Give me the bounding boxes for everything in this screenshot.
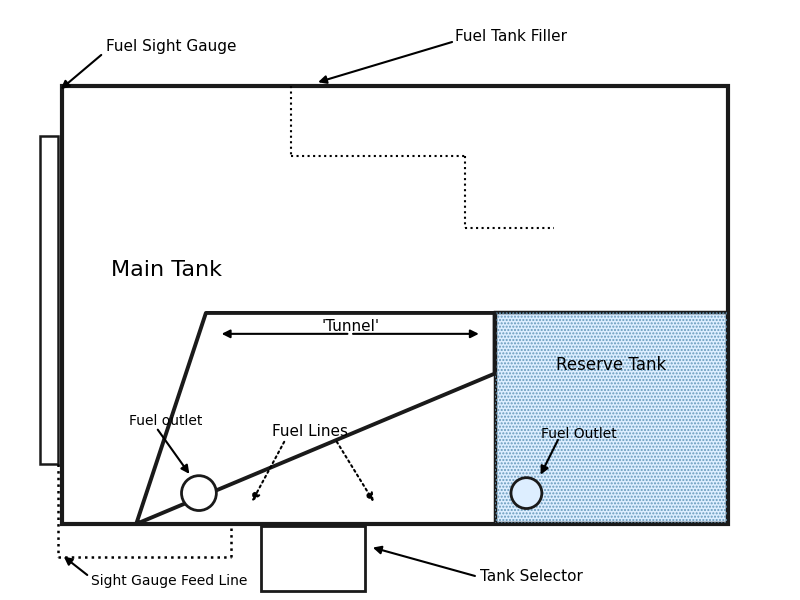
Text: Main Tank: Main Tank (111, 260, 222, 280)
Text: Fuel Sight Gauge: Fuel Sight Gauge (106, 38, 237, 53)
Text: Reserve Tank: Reserve Tank (556, 356, 666, 374)
Bar (494, 312, 727, 523)
Text: Sight Gauge Feed Line: Sight Gauge Feed Line (91, 574, 248, 587)
Text: Fuel Lines: Fuel Lines (273, 424, 349, 439)
Circle shape (182, 476, 216, 511)
Text: Tank Selector: Tank Selector (480, 569, 582, 584)
Bar (494, 312, 727, 523)
Text: Fuel Tank Filler: Fuel Tank Filler (454, 29, 566, 44)
Text: 'Tunnel': 'Tunnel' (321, 319, 379, 334)
Text: Fuel outlet: Fuel outlet (130, 415, 202, 428)
Bar (40, 136, 58, 464)
Circle shape (511, 478, 542, 509)
Bar (261, 526, 365, 590)
Bar (62, 86, 729, 524)
Text: Fuel Outlet: Fuel Outlet (542, 427, 617, 442)
